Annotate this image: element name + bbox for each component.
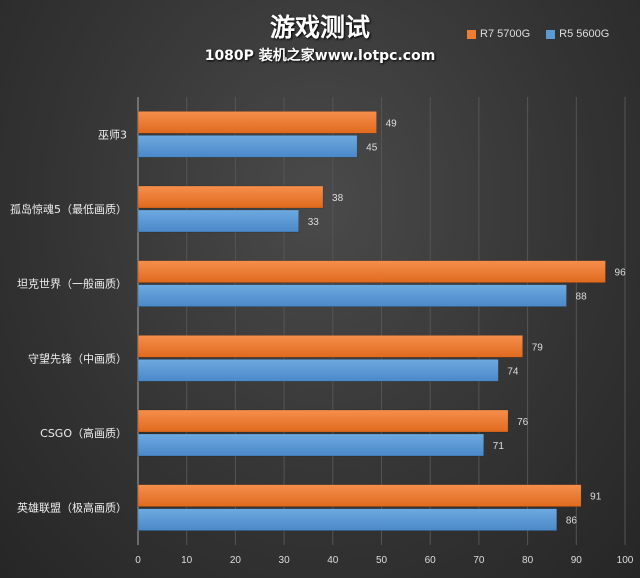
legend: R7 5700G R5 5600G	[467, 28, 609, 40]
data-label: 49	[386, 118, 398, 129]
legend-item-1: R5 5600G	[546, 28, 609, 40]
bar-1	[137, 209, 299, 233]
x-tick-label: 50	[376, 555, 388, 566]
category-label: 英雄联盟（极高画质）	[17, 501, 127, 515]
category-label: 孤岛惊魂5（最低画质）	[10, 202, 127, 216]
bar-1	[137, 135, 358, 158]
data-label: 45	[366, 142, 378, 153]
data-label: 33	[308, 217, 320, 228]
bar-0	[137, 260, 606, 283]
x-tick-label: 40	[327, 555, 339, 566]
bar-0	[137, 484, 582, 507]
bar-1	[137, 359, 499, 382]
data-label: 96	[615, 268, 627, 279]
bar-0	[137, 111, 377, 134]
data-label: 71	[493, 441, 505, 452]
legend-label: R7 5700G	[480, 28, 531, 40]
legend-swatch	[467, 29, 476, 39]
chart-title: 游戏测试	[269, 13, 370, 42]
category-label: CSGO（高画质）	[40, 426, 127, 440]
x-tick-label: 80	[522, 555, 534, 566]
bar-1	[137, 284, 567, 307]
bar-0	[137, 409, 509, 433]
category-label: 巫师3	[98, 128, 127, 141]
data-label: 38	[332, 193, 344, 204]
x-tick-label: 70	[473, 555, 485, 566]
data-label: 74	[507, 366, 519, 377]
bar-1	[137, 508, 558, 531]
bar-1	[137, 433, 485, 457]
bar-0	[137, 335, 523, 358]
data-label: 86	[566, 516, 578, 527]
data-label: 88	[576, 292, 588, 303]
legend-swatch	[546, 29, 556, 39]
data-label: 76	[517, 417, 529, 428]
category-label: 坦克世界（一般画质）	[17, 277, 127, 291]
x-tick-label: 60	[425, 555, 437, 566]
x-tick-label: 30	[279, 555, 291, 566]
x-tick-label: 100	[617, 555, 634, 566]
bar-0	[137, 185, 324, 209]
chart-subtitle: 1080P 装机之家www.lotpc.com	[204, 48, 436, 64]
data-label: 79	[532, 342, 544, 353]
legend-label: R5 5600G	[559, 28, 610, 40]
x-tick-label: 10	[181, 555, 193, 566]
category-label: 守望先锋（中画质）	[28, 351, 127, 365]
x-tick-label: 20	[230, 555, 242, 566]
x-tick-label: 90	[571, 555, 583, 566]
data-label: 91	[590, 492, 602, 503]
legend-item-0: R7 5700G	[467, 28, 530, 40]
x-tick-label: 0	[135, 555, 141, 566]
